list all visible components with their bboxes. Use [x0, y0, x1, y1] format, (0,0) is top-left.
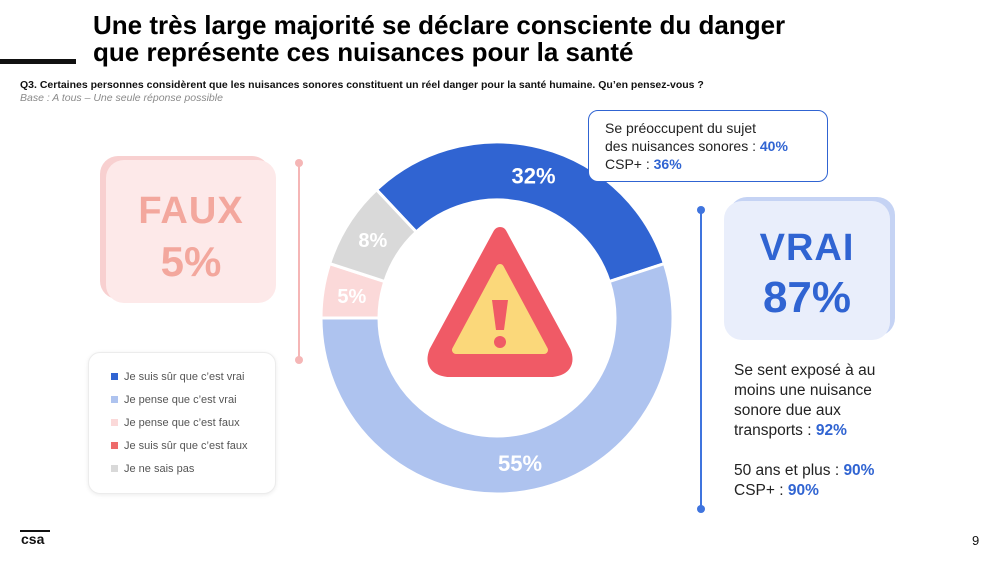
donut-slice-labels: 32% 55% 5% 8% — [337, 164, 555, 477]
callout-line-2-value: 40% — [759, 138, 788, 154]
vrai-bracket-line — [700, 210, 702, 510]
faux-value: 5% — [160, 238, 222, 285]
exposure-line-2: moins une nuisance — [734, 382, 872, 399]
legend-label: Je suis sûr que c’est faux — [124, 440, 248, 452]
legend-swatch — [111, 372, 118, 380]
legend-label: Je ne sais pas — [124, 463, 195, 475]
exposure-text-block: Se sent exposé à au moins une nuisance s… — [734, 361, 934, 501]
title-line-2: que représente ces nuisances pour la san… — [93, 37, 634, 67]
legend-swatch — [111, 464, 118, 472]
title-line-1: Une très large majorité se déclare consc… — [93, 10, 786, 40]
slice-label: 32% — [512, 164, 556, 189]
faux-card: FAUX 5% — [106, 160, 276, 303]
legend-swatch — [111, 441, 118, 449]
slice-label: 55% — [498, 451, 542, 476]
csa-logo: csa — [20, 530, 50, 547]
question-text: Q3. Certaines personnes considèrent que … — [20, 79, 704, 91]
exposure-line-4-text: transports : — [734, 422, 816, 439]
legend-item: Je suis sûr que c’est faux — [111, 440, 248, 452]
donut-slice — [327, 187, 419, 284]
legend-label: Je pense que c’est vrai — [124, 394, 237, 406]
legend-label: Je pense que c’est faux — [124, 417, 240, 429]
page-title: Une très large majorité se déclare consc… — [93, 12, 973, 66]
callout-line-3-text: CSP+ : — [605, 156, 654, 172]
age-line: 50 ans et plus : 90% — [734, 461, 934, 481]
exposure-line-4: transports : 92% — [734, 421, 934, 441]
age-line-value: 90% — [843, 462, 875, 479]
age-line-text: 50 ans et plus : — [734, 462, 844, 479]
legend-item: Je suis sûr que c’est vrai — [111, 371, 244, 383]
csp-line-value: 90% — [787, 482, 819, 499]
exposure-line-1: Se sent exposé à au — [734, 362, 876, 379]
chart-legend: Je suis sûr que c’est vrai Je pense que c… — [88, 352, 276, 494]
vrai-value: 87% — [762, 273, 852, 322]
preoccupation-callout: Se préoccupent du sujet des nuisances so… — [588, 110, 828, 182]
callout-line-3: CSP+ : 36% — [605, 155, 817, 173]
legend-item: Je pense que c’est vrai — [111, 394, 237, 406]
vrai-bracket-dot-top — [697, 206, 705, 214]
slice-label: 8% — [358, 230, 387, 252]
callout-line-1: Se préoccupent du sujet — [605, 120, 756, 136]
page-number: 9 — [972, 533, 980, 548]
exposure-line-3: sonore due aux — [734, 402, 841, 419]
base-text: Base : A tous – Une seule réponse possib… — [20, 92, 223, 104]
csp-line: CSP+ : 90% — [734, 481, 934, 501]
donut-slice — [319, 261, 675, 496]
callout-line-2: des nuisances sonores : 40% — [605, 137, 817, 155]
vrai-label: VRAI — [759, 227, 855, 269]
legend-swatch — [111, 395, 118, 403]
legend-item: Je ne sais pas — [111, 463, 194, 475]
callout-line-2-text: des nuisances sonores : — [605, 138, 760, 154]
exposure-line-4-value: 92% — [815, 422, 847, 439]
faux-bracket-dot-top — [295, 159, 303, 167]
legend-item: Je pense que c’est faux — [111, 417, 240, 429]
title-accent-bar — [0, 59, 76, 64]
logo-text: csa — [21, 531, 45, 547]
vrai-bracket-dot-bottom — [697, 505, 705, 513]
legend-label: Je suis sûr que c’est vrai — [124, 371, 245, 383]
faux-label: FAUX — [138, 190, 244, 232]
faux-bracket-dot-bottom — [295, 356, 303, 364]
warning-triangle-icon — [427, 227, 573, 377]
vrai-card: VRAI 87% — [724, 201, 890, 340]
callout-line-3-value: 36% — [653, 156, 682, 172]
faux-bracket-line — [298, 163, 300, 360]
slice-label: 5% — [337, 286, 366, 308]
csp-line-text: CSP+ : — [734, 482, 788, 499]
legend-swatch — [111, 418, 118, 426]
